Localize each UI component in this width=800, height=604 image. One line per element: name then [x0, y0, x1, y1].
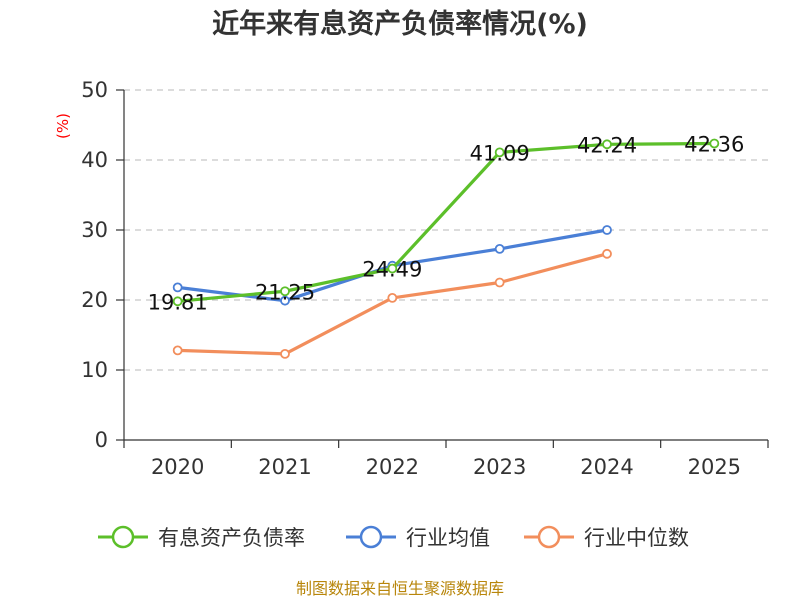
chart-title: 近年来有息资产负债率情况(%) [212, 8, 588, 40]
series-2 [172, 248, 612, 359]
x-tick-label: 2022 [366, 455, 419, 479]
data-label: 41.09 [470, 141, 530, 165]
legend-label: 行业中位数 [584, 526, 689, 550]
legend-item-1: 行业均值 [346, 525, 490, 550]
y-tick-label: 0 [95, 428, 108, 452]
legend: 有息资产负债率 行业均值 行业中位数 [98, 525, 689, 550]
data-point [494, 147, 505, 158]
data-labels: 19.81 21.25 24.49 41.09 42.24 42.36 [148, 132, 745, 314]
grid-lines [124, 89, 768, 371]
data-point [602, 248, 612, 259]
legend-marker [537, 525, 561, 549]
y-tick-label: 10 [81, 358, 108, 382]
y-axis-label: (%) [54, 113, 72, 139]
data-point [280, 348, 290, 359]
series-line [176, 141, 716, 303]
data-point [387, 292, 398, 303]
series-lines [172, 138, 720, 359]
data-label: 42.36 [684, 132, 744, 156]
x-tick-labels: 2020 2021 2022 2023 2024 2025 [151, 455, 741, 479]
data-point [172, 296, 183, 307]
legend-item-2: 行业中位数 [524, 525, 689, 550]
data-point [602, 225, 612, 235]
legend-marker [359, 525, 383, 549]
data-label: 42.24 [577, 133, 637, 157]
y-tick-label: 30 [81, 218, 108, 242]
series-0 [172, 138, 720, 307]
data-point [494, 277, 505, 288]
legend-item-0: 有息资产负债率 [98, 525, 305, 550]
legend-label: 有息资产负债率 [158, 526, 305, 550]
data-point [387, 263, 398, 274]
y-tick-label: 50 [81, 78, 108, 102]
data-point [602, 139, 612, 150]
y-tick-label: 40 [81, 148, 108, 172]
axes [116, 89, 769, 448]
x-tick-label: 2021 [258, 455, 311, 479]
legend-marker [111, 525, 135, 549]
y-tick-labels: 0 10 20 30 40 50 [81, 78, 108, 452]
legend-label: 行业均值 [406, 526, 490, 550]
data-point [494, 243, 505, 254]
data-label: 19.81 [148, 290, 208, 314]
data-label: 24.49 [362, 258, 422, 282]
source-note: 制图数据来自恒生聚源数据库 [296, 579, 504, 598]
data-label: 21.25 [255, 280, 315, 304]
data-point [280, 286, 290, 297]
data-point [280, 295, 290, 306]
data-point [172, 282, 183, 293]
x-tick-label: 2020 [151, 455, 204, 479]
x-tick-label: 2023 [473, 455, 526, 479]
data-point [172, 345, 183, 356]
x-tick-label: 2025 [688, 455, 741, 479]
x-tick-label: 2024 [580, 455, 633, 479]
data-point [709, 138, 720, 149]
y-tick-label: 20 [81, 288, 108, 312]
